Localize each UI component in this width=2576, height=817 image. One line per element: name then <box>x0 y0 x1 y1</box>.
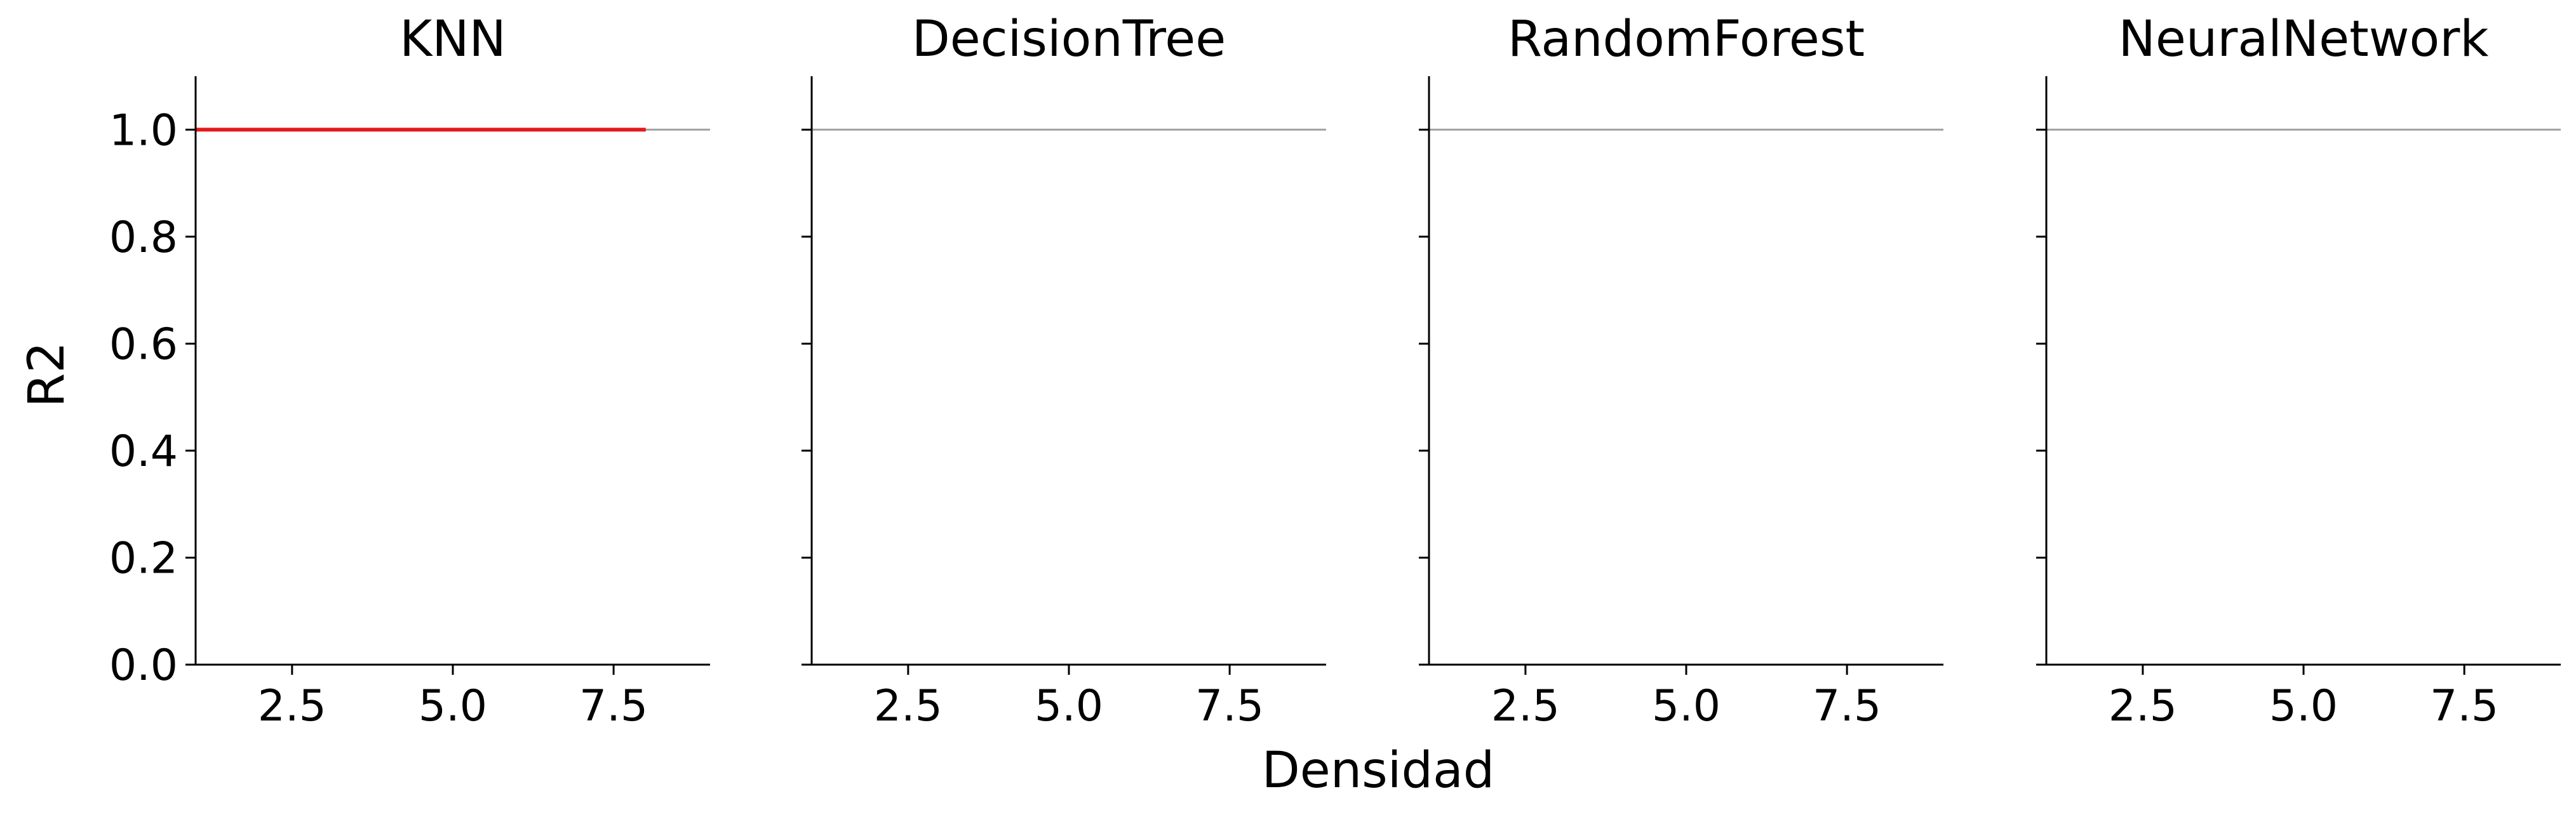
panel-decisiontree: DecisionTree 2.5 5.0 7.5 <box>802 11 1326 731</box>
panel-randomforest: RandomForest 2.5 5.0 7.5 <box>1419 11 1943 731</box>
x-tick-label: 2.5 <box>258 681 326 731</box>
y-tick-label: 0.6 <box>109 319 178 369</box>
panel-title: DecisionTree <box>912 11 1226 68</box>
y-tick-label: 0.8 <box>109 213 178 263</box>
x-tick-label: 5.0 <box>1035 681 1103 731</box>
panel-knn: KNN 0.0 0.2 0.4 0.6 0.8 1.0 2.5 5.0 7.5 <box>109 11 710 731</box>
panel-title: NeuralNetwork <box>2119 11 2489 68</box>
x-tick-label: 2.5 <box>874 681 943 731</box>
figure-xlabel: Densidad <box>1262 742 1495 799</box>
x-tick-label: 7.5 <box>2430 681 2499 731</box>
y-tick-label: 0.4 <box>109 427 178 477</box>
y-tick-label: 1.0 <box>109 105 178 156</box>
x-tick-label: 2.5 <box>1491 681 1560 731</box>
x-tick-label: 7.5 <box>579 681 648 731</box>
figure-ylabel: R2 <box>18 342 76 408</box>
y-tick-label: 0.2 <box>109 533 178 583</box>
y-tick-label: 0.0 <box>109 641 178 691</box>
panel-title: RandomForest <box>1508 11 1865 68</box>
x-tick-label: 7.5 <box>1813 681 1881 731</box>
panel-title: KNN <box>399 11 506 68</box>
x-tick-label: 5.0 <box>2269 681 2338 731</box>
x-tick-label: 5.0 <box>419 681 487 731</box>
panel-neuralnetwork: NeuralNetwork 2.5 5.0 7.5 <box>2036 11 2561 731</box>
x-tick-label: 7.5 <box>1195 681 1264 731</box>
x-tick-label: 2.5 <box>2109 681 2177 731</box>
x-tick-label: 5.0 <box>1652 681 1721 731</box>
